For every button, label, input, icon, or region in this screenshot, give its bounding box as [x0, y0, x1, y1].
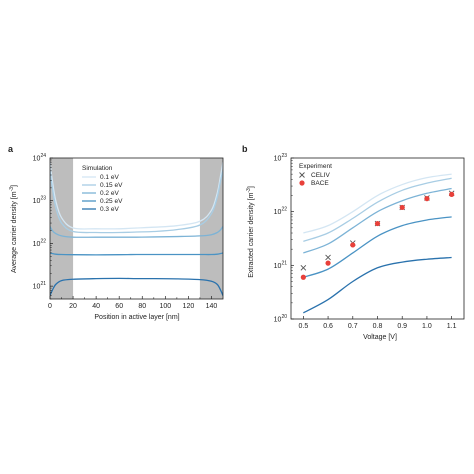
legend-marker-x — [299, 172, 305, 178]
y-tick-label: 1023 — [33, 196, 47, 206]
x-tick-label: 0.7 — [348, 323, 358, 330]
y-tick-label: 1022 — [33, 238, 47, 248]
series-line-2 — [50, 170, 223, 234]
series-line-4 — [303, 216, 452, 278]
y-tick-label: 1024 — [33, 153, 47, 163]
series-line-3 — [303, 187, 452, 254]
panel-a: a 0 20 40 60 80 100 120 140 1021 1022 1023 1024 Simu… — [8, 144, 224, 321]
legend-label: BACE — [311, 180, 329, 187]
legend: Simulation 0.1 eV0.15 eV0.2 eV0.25 eV0.3 … — [82, 165, 123, 213]
x-tick-label: 40 — [92, 303, 100, 310]
x-tick-label: 140 — [206, 303, 218, 310]
series-line-4 — [50, 252, 223, 256]
panel-letter-a: a — [8, 144, 14, 154]
bace-point — [325, 260, 331, 266]
x-tick-label: 0.6 — [323, 323, 333, 330]
celiv-point — [325, 254, 331, 261]
x-tick-label: 1.0 — [422, 323, 432, 330]
celiv-point — [300, 264, 307, 271]
bace-point — [300, 274, 306, 280]
y-tick-label: 1021 — [274, 260, 288, 270]
x-tick-label: 1.1 — [447, 323, 457, 330]
panel-b-y-axis-label: Extracted carrier density [m-3] — [246, 186, 255, 278]
x-tick-label: 100 — [159, 303, 171, 310]
y-tick-label: 1023 — [274, 153, 288, 163]
x-tick-label: 0 — [48, 303, 52, 310]
legend-label: 0.2 eV — [100, 190, 119, 197]
bace-point — [449, 191, 455, 197]
legend-title: Simulation — [82, 165, 113, 172]
bace-point — [374, 220, 381, 227]
axes-frame — [49, 157, 224, 300]
x-tick-label: 20 — [69, 303, 77, 310]
panel-a-x-axis-label: Position in active layer [nm] — [94, 314, 179, 321]
series-line-5 — [303, 256, 452, 314]
legend-label: 0.25 eV — [100, 198, 123, 205]
series-line-1 — [50, 162, 223, 230]
x-tick-label: 0.8 — [373, 323, 383, 330]
bace-point — [350, 242, 356, 248]
panel-a-plot-area: 0 20 40 60 80 100 120 140 1021 1022 1023 1024 Simula… — [33, 153, 224, 310]
y-tick-label: 1022 — [274, 207, 288, 217]
x-tick-label: 80 — [138, 303, 146, 310]
legend-label: 0.3 eV — [100, 206, 119, 213]
series-line-5 — [50, 277, 223, 296]
legend-label: CELIV — [311, 172, 330, 179]
series-line-3 — [50, 226, 223, 238]
legend-label: 0.1 eV — [100, 174, 119, 181]
x-tick-label: 0.9 — [397, 323, 407, 330]
bace-point — [424, 196, 430, 202]
series-line-1 — [303, 173, 452, 234]
x-tick-label: 60 — [115, 303, 123, 310]
shaded-region — [50, 158, 74, 299]
bace-point — [399, 204, 405, 211]
legend-title: Experiment — [299, 163, 332, 170]
x-tick-label: 0.5 — [298, 323, 308, 330]
y-tick-label: 1021 — [33, 281, 47, 291]
panel-b-plot-area: 0.5 0.6 0.7 0.8 0.9 1.0 1.1 1020 1021 1022 1023 Exp… — [274, 153, 465, 330]
panel-b-x-axis-label: Voltage [V] — [363, 334, 397, 341]
legend-label: 0.15 eV — [100, 182, 123, 189]
series-line-2 — [303, 177, 452, 242]
panel-a-y-axis-label: Average carrier density [m-3] — [9, 185, 18, 273]
y-tick-label: 1020 — [274, 314, 288, 324]
panel-letter-b: b — [242, 144, 248, 154]
x-tick-label: 120 — [183, 303, 195, 310]
legend-marker-dot — [299, 180, 305, 186]
panel-b: b 0.5 0.6 0.7 0.8 0.9 1.0 1.1 1020 1021 1022 1023 E… — [242, 144, 465, 341]
